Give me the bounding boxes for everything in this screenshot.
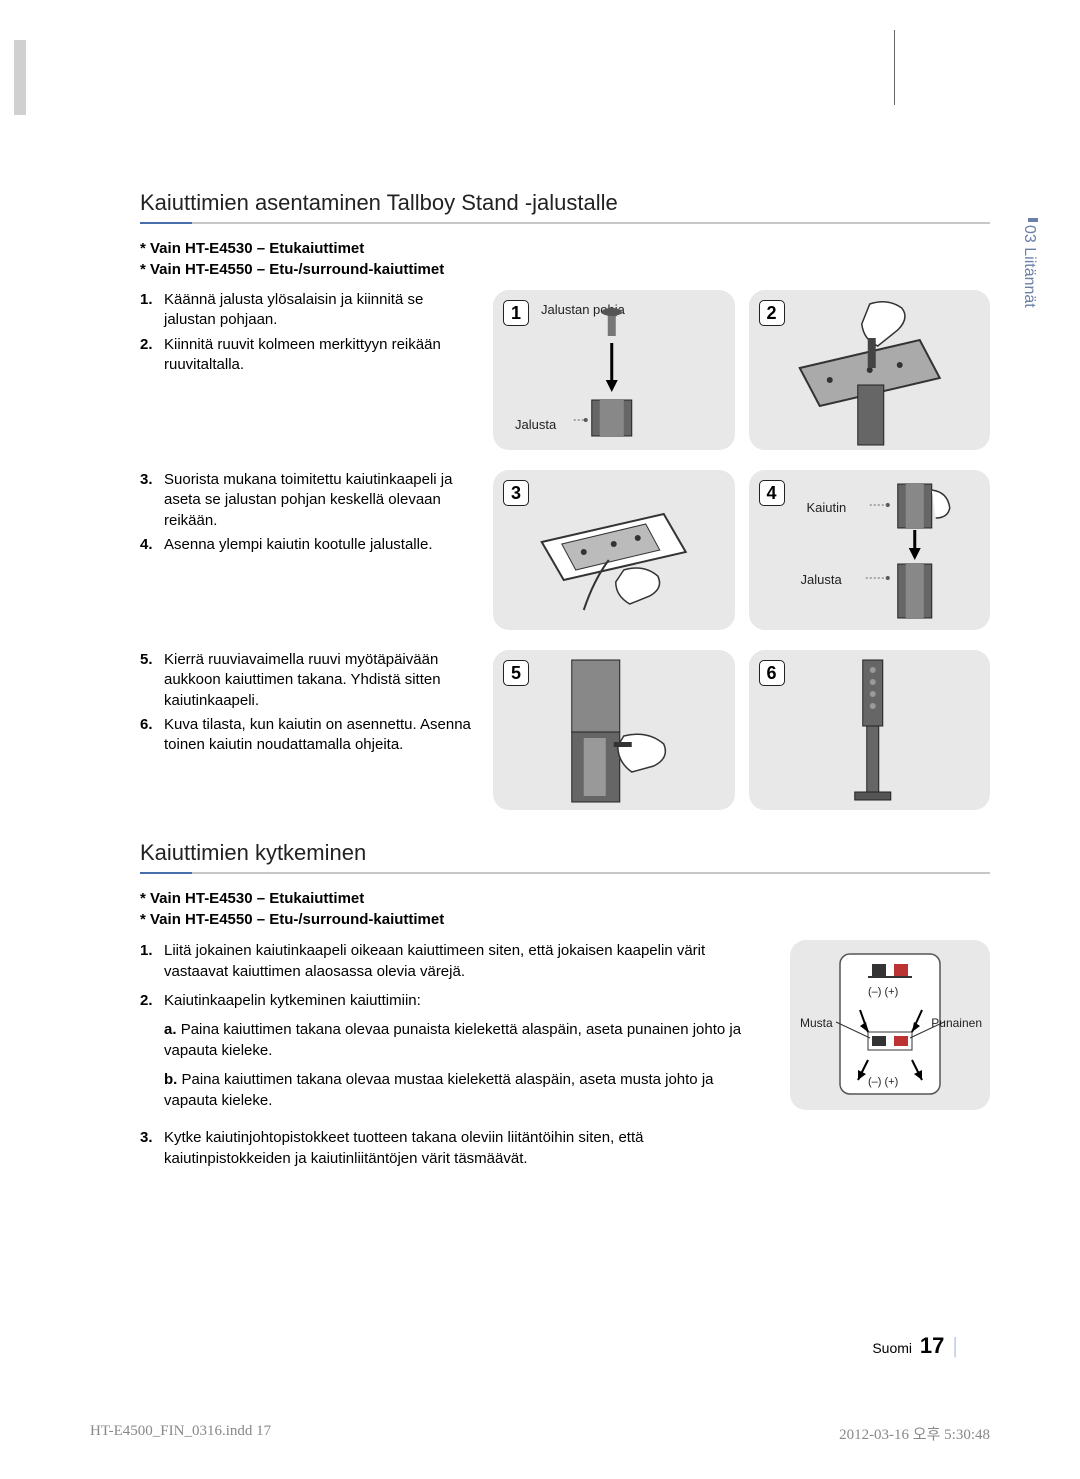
instruction-text: 5.Kierrä ruuviavaimella ruuvi myötäpäivä… xyxy=(140,650,475,810)
section-connect: Kaiuttimien kytkeminen * Vain HT-E4530 –… xyxy=(140,840,990,1177)
step-number-badge: 3 xyxy=(503,480,529,506)
sub-step-a: a. Paina kaiuttimen takana olevaa punais… xyxy=(164,1019,770,1061)
step-number-badge: 5 xyxy=(503,660,529,686)
instruction-row-3: 5.Kierrä ruuviavaimella ruuvi myötäpäivä… xyxy=(140,650,990,810)
instruction-text: 3.Suorista mukana toimitettu kaiutinkaap… xyxy=(140,470,475,630)
note-line: * Vain HT-E4550 – Etu-/surround-kaiuttim… xyxy=(140,259,990,280)
instruction-text: 1.Käännä jalusta ylösalaisin ja kiinnitä… xyxy=(140,290,475,450)
print-timestamp: 2012-03-16 오후 5:30:48 xyxy=(839,1423,990,1444)
connect-text: 1.Liitä jokainen kaiutinkaapeli oikeaan … xyxy=(140,940,770,1177)
figure-panel-3: 3 xyxy=(493,470,735,630)
figure-svg xyxy=(749,650,991,810)
step-number-badge: 1 xyxy=(503,300,529,326)
label-polarity-bottom: (–) (+) xyxy=(868,1076,898,1088)
figure-svg xyxy=(493,470,735,630)
page-content: Kaiuttimien asentaminen Tallboy Stand -j… xyxy=(0,0,1080,1479)
figure-terminal: Musta Punainen (–) (+) (–) (+) xyxy=(790,940,990,1110)
label-polarity-top: (–) (+) xyxy=(868,986,898,998)
figure-svg xyxy=(493,290,735,450)
step-number-badge: 6 xyxy=(759,660,785,686)
figure-panel-4: 4 Kaiutin Jalusta xyxy=(749,470,991,630)
figure-svg xyxy=(749,290,991,450)
figure-svg xyxy=(749,470,991,630)
figure-svg xyxy=(493,650,735,810)
print-footer: HT-E4500_FIN_0316.indd 17 2012-03-16 오후 … xyxy=(0,1423,1080,1444)
heading-connect: Kaiuttimien kytkeminen xyxy=(140,840,990,866)
figure-panel-1: 1 Jalustan pohja Jalusta xyxy=(493,290,735,450)
connect-block: 1.Liitä jokainen kaiutinkaapeli oikeaan … xyxy=(140,940,990,1177)
instruction-row-2: 3.Suorista mukana toimitettu kaiutinkaap… xyxy=(140,470,990,630)
step-item: 5.Kierrä ruuviavaimella ruuvi myötäpäivä… xyxy=(140,650,475,711)
footer-bar: | xyxy=(952,1333,958,1358)
model-notes-1: * Vain HT-E4530 – Etukaiuttimet * Vain H… xyxy=(140,238,990,280)
panels-row: 5 6 xyxy=(493,650,990,810)
step-item: 2. Kaiutinkaapelin kytkeminen kaiuttimii… xyxy=(140,990,770,1119)
step-item: 2.Kiinnitä ruuvit kolmeen merkittyyn rei… xyxy=(140,335,475,376)
step-item: 4.Asenna ylempi kaiutin kootulle jalusta… xyxy=(140,535,475,555)
sub-step-b: b. Paina kaiuttimen takana olevaa mustaa… xyxy=(164,1069,770,1111)
footer-lang: Suomi xyxy=(872,1340,912,1356)
footer-page-number: 17 xyxy=(920,1333,944,1358)
heading-underline xyxy=(140,222,990,224)
note-line: * Vain HT-E4530 – Etukaiuttimet xyxy=(140,238,990,259)
step-item: 1.Käännä jalusta ylösalaisin ja kiinnitä… xyxy=(140,290,475,331)
page-footer: Suomi 17 | xyxy=(872,1333,958,1359)
panels-row: 3 4 Kaiutin Jalusta xyxy=(493,470,990,630)
step-item: 6.Kuva tilasta, kun kaiutin on asennettu… xyxy=(140,715,475,756)
label-musta: Musta xyxy=(800,1016,833,1030)
step-item: 1.Liitä jokainen kaiutinkaapeli oikeaan … xyxy=(140,940,770,982)
model-notes-2: * Vain HT-E4530 – Etukaiuttimet * Vain H… xyxy=(140,888,990,930)
figure-panel-6: 6 xyxy=(749,650,991,810)
panels-row: 1 Jalustan pohja Jalusta 2 xyxy=(493,290,990,450)
step-number-badge: 2 xyxy=(759,300,785,326)
figure-panel-2: 2 xyxy=(749,290,991,450)
step-number-badge: 4 xyxy=(759,480,785,506)
instruction-row-1: 1.Käännä jalusta ylösalaisin ja kiinnitä… xyxy=(140,290,990,450)
step-item: 3.Kytke kaiutinjohtopistokkeet tuotteen … xyxy=(140,1127,770,1169)
print-file: HT-E4500_FIN_0316.indd 17 xyxy=(90,1423,271,1444)
label-punainen: Punainen xyxy=(931,1016,982,1030)
heading-underline xyxy=(140,872,990,874)
note-line: * Vain HT-E4550 – Etu-/surround-kaiuttim… xyxy=(140,909,990,930)
heading-install: Kaiuttimien asentaminen Tallboy Stand -j… xyxy=(140,190,990,216)
step-item: 3.Suorista mukana toimitettu kaiutinkaap… xyxy=(140,470,475,531)
figure-panel-5: 5 xyxy=(493,650,735,810)
note-line: * Vain HT-E4530 – Etukaiuttimet xyxy=(140,888,990,909)
